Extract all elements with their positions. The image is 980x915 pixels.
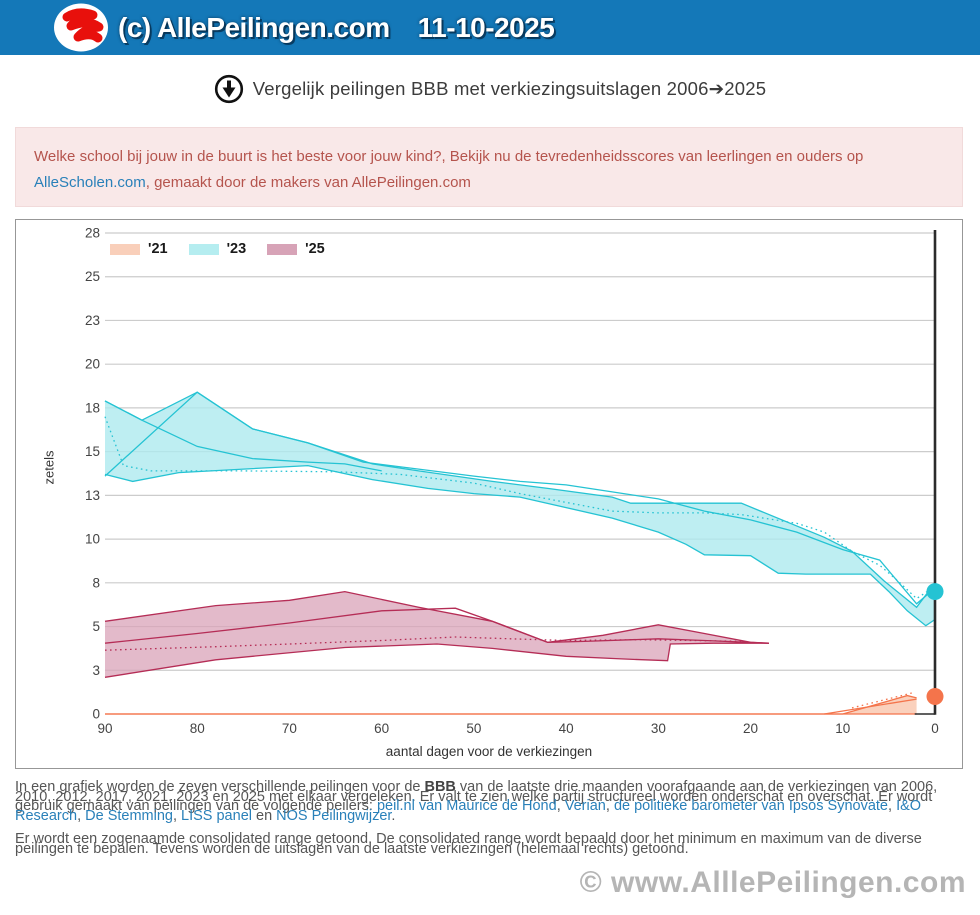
- allescholen-link[interactable]: AlleScholen.com: [34, 173, 146, 191]
- x-axis-title: aantal dagen voor de verkiezingen: [385, 744, 593, 759]
- y-tick-label: 5: [92, 619, 100, 634]
- x-tick-label: 40: [559, 721, 574, 736]
- pollster-separator: ,: [77, 807, 86, 824]
- y-tick-label: 28: [85, 226, 100, 241]
- header-copyright: (c) AllePeilingen.com: [118, 11, 390, 43]
- solid-poll-line-'25: [104, 607, 770, 644]
- range-band-'23: [105, 392, 935, 626]
- legend-label: '21: [148, 241, 168, 257]
- x-tick-label: 20: [743, 721, 758, 736]
- desc-intro: In een grafiek worden de zeven verschill…: [15, 779, 425, 795]
- y-tick-label: 8: [92, 575, 100, 590]
- y-tick-label: 23: [85, 313, 100, 328]
- solid-poll-line-'23: [104, 391, 936, 605]
- y-tick-label: 20: [85, 357, 100, 372]
- pollster-links: peil.nl van Maurice de Hond, Verian, de …: [15, 798, 921, 824]
- desc-end: .: [391, 807, 396, 824]
- pollster-link[interactable]: I&O Research: [15, 798, 922, 824]
- pollster-separator: en: [251, 807, 277, 824]
- y-tick-label: 0: [92, 707, 100, 722]
- dotted-poll-line-'21: [851, 692, 913, 709]
- desc-mid: van de laatste drie maanden voorafgaande…: [15, 779, 938, 814]
- y-tick-label: 13: [85, 488, 100, 503]
- legend-label: '23: [226, 241, 247, 257]
- pollster-link[interactable]: LISS panel: [181, 807, 252, 824]
- x-tick-label: 60: [374, 721, 389, 736]
- pollster-link[interactable]: Verian: [564, 798, 606, 814]
- promo-text-1: Welke school bij jouw in de buurt is het…: [34, 148, 864, 165]
- legend-item: '23: [188, 241, 247, 257]
- pollster-link[interactable]: NOS Peilingwijzer: [276, 807, 392, 824]
- x-tick-label: 90: [97, 721, 112, 736]
- pollster-separator: ,: [556, 798, 565, 814]
- x-tick-label: 30: [651, 721, 666, 736]
- header-title: (c) AllePeilingen.com 11-10-2025: [118, 0, 555, 55]
- x-tick-label: 70: [282, 721, 297, 736]
- promo-text-2: , gemaakt door de makers van AllePeiling…: [145, 173, 471, 191]
- description-paragraph-1: In een grafiek worden de zeven verschill…: [15, 780, 965, 824]
- promo-banner: Welke school bij jouw in de buurt is het…: [15, 127, 963, 207]
- watermark: © www.AlllePeilingen.com: [579, 866, 966, 899]
- chart-legend: '21 '23 '25: [110, 241, 325, 257]
- band-min-line-'23: [104, 464, 936, 627]
- y-tick-label: 10: [85, 532, 100, 547]
- header-date: 11-10-2025: [417, 11, 555, 43]
- band-max-line-'21: [105, 694, 917, 715]
- down-arrow-icon[interactable]: [214, 74, 244, 104]
- y-tick-label: 3: [92, 663, 100, 678]
- legend-label: '25: [305, 241, 325, 257]
- legend-swatch: [188, 243, 219, 255]
- x-tick-label: 0: [931, 721, 939, 736]
- election-result-dot-'21: [926, 688, 944, 706]
- legend-swatch: [267, 243, 298, 255]
- pollster-link[interactable]: de politieke barometer van Ipsos Synovat…: [613, 798, 888, 814]
- page-title-row: Vergelijk peilingen BBB met verkiezingsu…: [0, 74, 980, 104]
- x-tick-label: 50: [466, 721, 481, 736]
- solid-poll-line-'23: [104, 400, 382, 472]
- pollster-separator: ,: [888, 798, 897, 814]
- header-bar: (c) AllePeilingen.com 11-10-2025: [0, 0, 980, 55]
- description: In een grafiek worden de zeven verschill…: [15, 780, 965, 868]
- solid-poll-line-'21: [824, 698, 917, 715]
- y-tick-label: 25: [85, 269, 100, 284]
- legend-item: '25: [267, 241, 325, 257]
- y-tick-label: 15: [85, 444, 100, 459]
- y-tick-label: 18: [85, 400, 100, 415]
- pollster-link[interactable]: De Stemming: [85, 807, 173, 824]
- band-min-line-'25: [104, 642, 769, 678]
- legend-swatch: [110, 243, 140, 255]
- election-result-dot-'23: [926, 583, 944, 601]
- range-band-'25: [105, 591, 769, 678]
- description-paragraph-2: Er wordt een zogenaamde consolidated ran…: [15, 831, 922, 857]
- allepeilingen-logo-icon[interactable]: [52, 3, 110, 52]
- y-axis-title: zetels: [41, 450, 57, 485]
- x-tick-label: 80: [190, 721, 205, 736]
- pollster-link[interactable]: peil.nl van Maurice de Hond: [376, 798, 557, 814]
- range-band-'21: [105, 695, 917, 714]
- page-title: Vergelijk peilingen BBB met verkiezingsu…: [252, 78, 767, 99]
- pollster-separator: ,: [605, 798, 614, 814]
- x-tick-label: 10: [835, 721, 850, 736]
- legend-item: '21: [110, 241, 168, 257]
- chart-container: 28 25 23 20 18 15 13 10 8 5 3 0 90 80 70 60 50 40 30 20 10 0 …: [15, 219, 963, 769]
- party-name: BBB: [424, 779, 456, 795]
- pollster-separator: ,: [172, 807, 182, 824]
